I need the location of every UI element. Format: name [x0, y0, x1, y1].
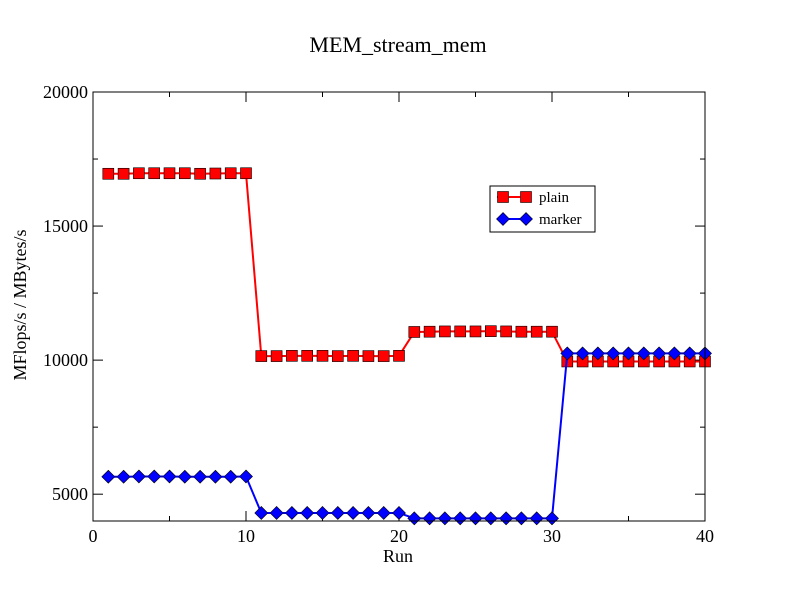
- data-point-plain: [362, 350, 375, 362]
- data-point-marker: [560, 346, 575, 361]
- data-point-marker: [284, 506, 299, 520]
- series-line-plain: [108, 172, 705, 363]
- data-point-marker: [407, 511, 422, 526]
- data-point-marker: [147, 469, 162, 484]
- data-point-marker: [223, 469, 238, 484]
- series-plain: [102, 167, 711, 368]
- y-tick-label: 20000: [43, 82, 88, 102]
- data-point-plain: [469, 325, 482, 338]
- data-point-marker: [453, 511, 468, 526]
- data-point-marker: [499, 511, 514, 526]
- data-point-plain: [484, 325, 497, 337]
- data-point-marker: [667, 346, 682, 361]
- data-point-plain: [316, 350, 329, 362]
- data-point-plain: [240, 167, 252, 180]
- data-point-marker: [177, 469, 192, 484]
- data-point-marker: [116, 469, 131, 484]
- data-point-plain: [347, 350, 359, 362]
- data-point-marker: [101, 469, 116, 484]
- data-point-marker: [652, 346, 667, 361]
- data-point-plain: [163, 167, 176, 180]
- legend-marker-plain: [520, 191, 532, 203]
- data-point-marker: [483, 511, 498, 526]
- data-point-marker: [269, 506, 284, 520]
- data-point-marker: [545, 511, 559, 526]
- series-marker: [101, 346, 712, 526]
- data-point-marker: [636, 346, 651, 361]
- legend-marker-marker: [519, 212, 533, 226]
- x-tick-label: 40: [696, 526, 714, 546]
- data-point-plain: [209, 167, 222, 180]
- series-layer: [101, 167, 712, 526]
- data-point-plain: [255, 350, 268, 362]
- data-point-plain: [286, 350, 298, 362]
- data-point-marker: [468, 511, 483, 526]
- y-axis-label: MFlops/s / MBytes/s: [10, 229, 30, 380]
- x-tick-label: 10: [237, 526, 255, 546]
- x-tick-label: 20: [390, 526, 408, 546]
- data-point-marker: [162, 469, 177, 484]
- data-point-marker: [361, 506, 376, 520]
- data-point-plain: [102, 167, 115, 180]
- data-point-marker: [575, 346, 590, 361]
- data-point-marker: [193, 469, 208, 484]
- x-axis-label: Run: [383, 546, 413, 566]
- data-point-marker: [437, 511, 452, 526]
- data-point-plain: [270, 350, 283, 362]
- data-point-plain: [117, 167, 130, 180]
- plot-frame: [92, 91, 706, 522]
- x-tick-label: 0: [89, 526, 98, 546]
- data-point-plain: [500, 325, 512, 338]
- data-point-plain: [301, 350, 314, 362]
- data-point-plain: [439, 325, 451, 338]
- data-point-marker: [422, 511, 437, 526]
- data-point-marker: [590, 346, 605, 361]
- series-line-marker: [108, 352, 705, 520]
- data-point-plain: [454, 325, 467, 338]
- chart-title: MEM_stream_mem: [309, 32, 486, 57]
- data-point-marker: [529, 511, 544, 526]
- y-tick-label: 15000: [43, 216, 88, 236]
- data-point-marker: [376, 506, 391, 520]
- y-tick-label: 5000: [52, 484, 88, 504]
- data-point-marker: [682, 346, 697, 361]
- data-point-marker: [514, 511, 529, 526]
- data-point-marker: [300, 506, 315, 520]
- data-point-marker: [346, 506, 361, 520]
- data-point-plain: [194, 167, 206, 180]
- y-tick-label: 10000: [43, 350, 88, 370]
- data-point-plain: [148, 167, 160, 180]
- data-point-plain: [423, 325, 436, 338]
- data-point-plain: [393, 350, 405, 362]
- data-point-marker: [254, 506, 269, 520]
- data-point-plain: [331, 350, 344, 362]
- data-point-plain: [179, 167, 191, 180]
- data-point-marker: [392, 506, 406, 520]
- data-point-plain: [408, 326, 421, 338]
- data-point-plain: [224, 167, 237, 180]
- x-tick-label: 30: [543, 526, 561, 546]
- data-point-marker: [330, 506, 345, 520]
- data-point-plain: [133, 167, 145, 180]
- legend-marker-plain: [497, 191, 509, 203]
- data-point-plain: [377, 350, 390, 362]
- data-point-marker: [606, 346, 621, 361]
- data-point-marker: [621, 346, 636, 361]
- legend-label-plain: plain: [539, 190, 569, 206]
- legend: plain marker: [489, 185, 596, 233]
- legend-marker-marker: [496, 212, 510, 226]
- data-point-marker: [315, 506, 330, 520]
- data-point-marker: [208, 469, 223, 484]
- legend-label-marker: marker: [539, 212, 581, 228]
- data-point-plain: [530, 325, 543, 338]
- data-point-plain: [546, 325, 558, 338]
- data-point-marker: [131, 469, 146, 484]
- data-point-plain: [515, 325, 528, 338]
- data-point-marker: [239, 469, 253, 484]
